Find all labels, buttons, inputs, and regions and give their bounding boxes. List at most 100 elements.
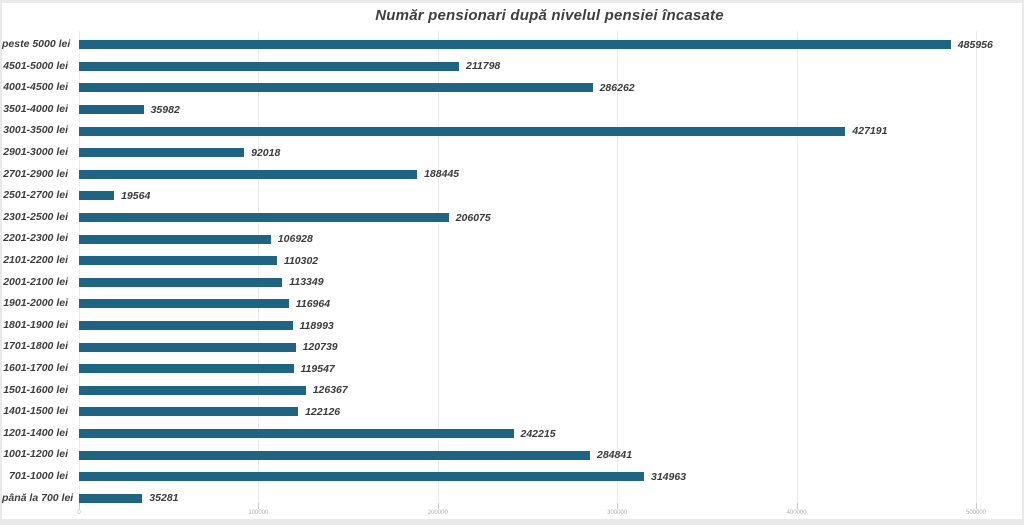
bar-value-label: 314963 [651,470,687,483]
bar [79,61,459,71]
category-label: 1901-2000 lei [3,297,68,310]
category-label: până la 700 lei [2,491,74,504]
x-tick-label: 100000 [248,510,269,516]
category-label: 4001-4500 lei [3,81,68,94]
x-tick-mark [258,503,260,509]
category-label: 1201-1400 lei [3,426,68,439]
bar-value-label: 211798 [466,60,501,73]
bar-value-label: 284841 [597,449,633,462]
bar-row: 206075 [79,207,491,229]
bar-value-label: 286262 [599,81,635,94]
bar [79,256,277,266]
x-tick-label: 400000 [786,510,807,516]
category-label: 701-1000 lei [9,470,68,482]
bar [79,450,590,460]
bar [79,169,418,179]
bar-row: 19564 [79,185,150,207]
x-tick-mark [79,503,80,509]
bar-row: 242215 [79,423,556,445]
x-tick-label: 500000 [965,510,987,516]
category-label: 2701-2900 lei [3,167,68,180]
category-label: 3001-3500 lei [3,124,68,137]
bar-row: 35982 [79,99,180,121]
bar-row: 113349 [79,272,324,294]
bar-row: 286262 [79,77,635,99]
x-tick-mark [437,503,439,509]
bar [79,234,271,244]
chart-title: Număr pensionari după nivelul pensiei în… [375,7,724,24]
bar [79,40,951,50]
bar [79,213,449,223]
category-label: 2301-2500 lei [3,210,68,223]
category-label: 1701-1800 lei [3,340,68,353]
gridline [617,31,619,508]
bar-row: 122126 [79,401,340,423]
gridline [976,31,977,508]
bar [79,493,143,503]
category-label: 1001-1200 lei [3,448,68,461]
bar [79,105,144,115]
bar-value-label: 242215 [520,427,556,440]
bar-value-label: 35982 [150,103,180,116]
bar [79,277,283,287]
bar [79,148,245,158]
x-axis: 0 100000 200000 300000 400000 500000 [77,503,1010,521]
bar-value-label: 120739 [302,341,338,354]
bar-row: 188445 [79,164,459,186]
category-label: 2501-2700 lei [3,189,68,202]
x-tick-mark [976,503,977,509]
bar [79,385,306,395]
bar-value-label: 122126 [305,405,341,418]
bar-value-label: 206075 [455,211,491,224]
gridline [79,31,80,508]
bar-value-label: 118993 [299,319,334,332]
category-label: 2001-2100 lei [3,275,68,288]
gridline [796,31,798,508]
bar [79,472,644,482]
bar-row: 314963 [79,466,686,488]
bar-row: 427191 [79,120,887,142]
bar [79,126,846,136]
gridlines [79,31,1010,508]
bar-row: 211798 [79,56,500,78]
chart-canvas: Număr pensionari după nivelul pensiei în… [2,3,1022,519]
bar-row: 35281 [79,488,179,510]
bar-value-label: 427191 [852,125,888,138]
category-label: 1401-1500 lei [3,405,68,418]
bar-value-label: 35281 [149,492,179,505]
bar [79,407,299,417]
bar-row: 485956 [79,34,993,56]
bar-row: 92018 [79,142,280,164]
category-label: 1501-1600 lei [3,383,68,396]
bar [79,299,289,309]
bar [79,342,296,352]
x-tick-label: 300000 [607,510,628,516]
bar-row: 118993 [79,315,334,337]
bar-row: 126367 [79,380,348,402]
bar [79,364,294,374]
bar-row: 106928 [79,228,313,250]
bar-value-label: 19564 [121,189,151,202]
bar-row: 119547 [79,358,335,380]
category-label: 3501-4000 lei [3,102,68,115]
category-label: 2201-2300 lei [3,232,68,245]
bar-row: 110302 [79,250,318,272]
category-label: 4501-5000 lei [3,59,68,72]
category-label: 1601-1700 lei [3,362,68,374]
bar-value-label: 116964 [295,297,331,310]
x-tick-mark [617,503,619,509]
bar-value-label: 113349 [289,276,324,289]
bar [79,321,293,331]
category-label: 2101-2200 lei [3,254,68,266]
bar-value-label: 119547 [300,362,335,375]
category-label: 2901-3000 lei [3,146,68,158]
bar-value-label: 126367 [312,384,348,397]
bar-row: 116964 [79,293,330,315]
x-tick-label: 0 [77,510,81,516]
bar [79,429,514,439]
bar-row: 120739 [79,336,338,358]
bar-row: 284841 [79,444,632,466]
gridline [258,31,260,508]
category-label: peste 5000 lei [2,38,71,50]
category-label: 1801-1900 lei [3,318,68,331]
